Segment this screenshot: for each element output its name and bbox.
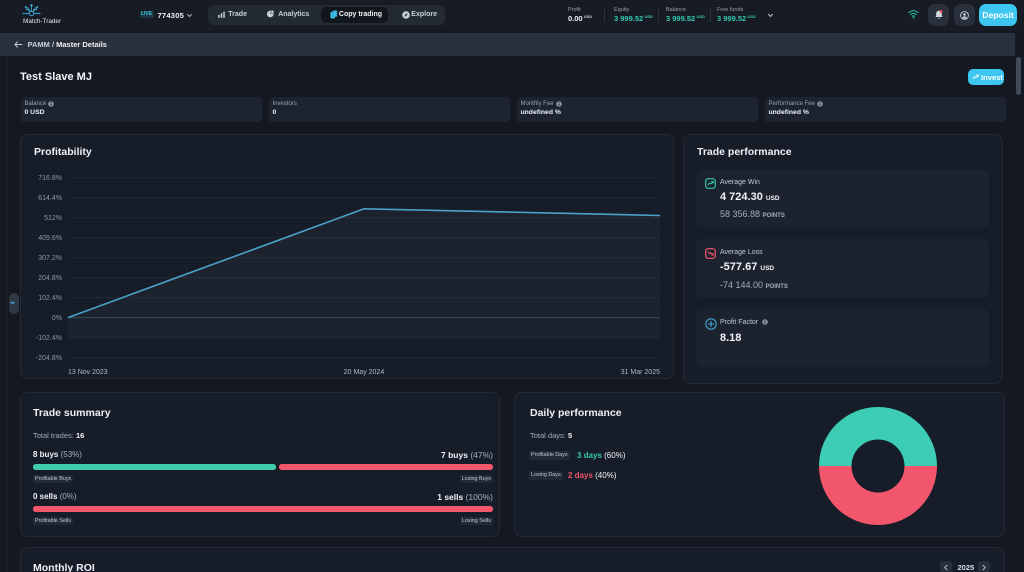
svg-text:614.4%: 614.4%	[38, 195, 62, 202]
svg-text:20 May 2024: 20 May 2024	[344, 369, 385, 376]
svg-text:716.8%: 716.8%	[38, 175, 62, 182]
svg-text:307.2%: 307.2%	[38, 255, 62, 262]
svg-text:-102.4%: -102.4%	[36, 335, 62, 342]
svg-text:0%: 0%	[52, 315, 62, 322]
svg-text:204.8%: 204.8%	[38, 275, 62, 282]
svg-text:409.6%: 409.6%	[38, 235, 62, 242]
svg-text:512%: 512%	[44, 215, 62, 222]
svg-text:102.4%: 102.4%	[38, 295, 62, 302]
svg-text:-204.8%: -204.8%	[36, 355, 62, 362]
svg-text:13 Nov 2023: 13 Nov 2023	[68, 369, 108, 376]
svg-text:31 Mar 2025: 31 Mar 2025	[621, 369, 660, 376]
